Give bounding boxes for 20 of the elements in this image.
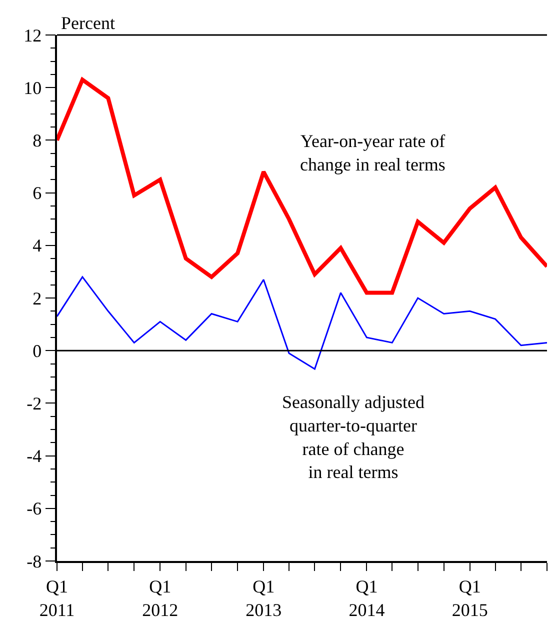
- y-tick-label: 12: [24, 25, 42, 46]
- x-tick-label: Q1 2014: [348, 576, 385, 620]
- y-tick-label: -8: [26, 551, 42, 572]
- y-tick-label: 2: [32, 288, 42, 308]
- x-tick-label: Q1 2015: [452, 576, 488, 620]
- line-series: [57, 78, 547, 295]
- y-tick-label: -6: [26, 498, 42, 519]
- y-axis-title: Percent: [61, 13, 115, 33]
- y-tick-label: -2: [26, 394, 42, 414]
- y-tick-label: 10: [24, 78, 42, 98]
- text: Seasonally adjusted quarter-to-quarter rate of change in real terms: [282, 392, 424, 482]
- y-tick-label: 0: [32, 340, 42, 361]
- y-tick-label: 8: [32, 130, 42, 150]
- y-tick-label: 6: [32, 183, 42, 204]
- x-tick-label: Q1 2011: [39, 576, 75, 620]
- y-tick-label: 4: [32, 236, 42, 256]
- y-tick-label: -4: [26, 446, 42, 466]
- series-label: Year-on-year rate of change in real terms: [300, 131, 446, 174]
- x-tick-label: Q1 2013: [246, 576, 282, 620]
- x-tick-label: Q1 2012: [142, 576, 178, 620]
